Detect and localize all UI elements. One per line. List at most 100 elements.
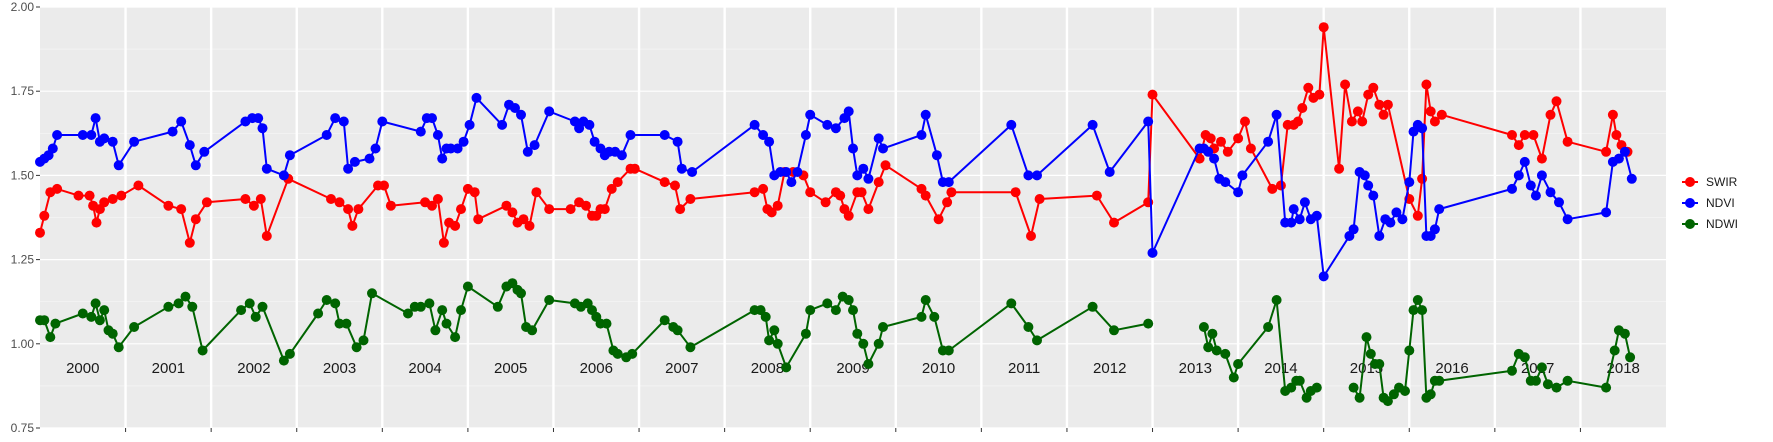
point-ndvi (1220, 177, 1231, 188)
point-swir (1147, 89, 1158, 100)
point-ndwi (1417, 305, 1428, 316)
point-ndvi (377, 116, 388, 127)
point-ndwi (627, 348, 638, 359)
point-ndvi (77, 130, 88, 140)
point-ndvi (497, 119, 508, 130)
point-ndvi (99, 133, 110, 144)
point-ndwi (920, 295, 931, 305)
point-swir (933, 214, 944, 225)
point-swir (1374, 99, 1385, 110)
point-swir (1519, 130, 1530, 140)
point-ndvi (86, 130, 97, 140)
year-label-2018: 2018 (1607, 360, 1640, 377)
point-ndvi (176, 116, 187, 127)
point-ndvi (1513, 170, 1524, 181)
year-label-2006: 2006 (580, 360, 613, 377)
legend-label: NDVI (1706, 196, 1735, 210)
point-ndvi (284, 150, 295, 161)
point-ndvi (931, 150, 942, 161)
point-swir (544, 204, 555, 215)
year-labels: 2000 2001 2002 2003 2004 2005 2006 2007 2008 2009… (66, 360, 1640, 377)
point-ndvi (343, 163, 354, 174)
point-swir (1425, 106, 1436, 117)
point-ndvi (516, 109, 526, 120)
point-swir (190, 214, 201, 225)
point-ndvi (427, 113, 437, 124)
point-ndwi (1087, 301, 1098, 312)
point-swir (73, 190, 84, 201)
point-ndwi (330, 298, 341, 309)
point-ndvi (257, 123, 268, 134)
point-swir (1275, 180, 1286, 191)
point-ndwi (863, 359, 874, 369)
point-ndvi (1032, 170, 1042, 181)
point-ndvi (452, 143, 463, 154)
point-swir (456, 204, 466, 215)
point-ndwi (50, 318, 61, 329)
point-ndvi (920, 109, 931, 120)
point-ndwi (516, 288, 526, 299)
point-ndwi (1006, 298, 1017, 309)
point-ndwi (1233, 359, 1244, 369)
point-swir (606, 183, 617, 194)
point-ndvi (1147, 247, 1158, 258)
point-swir (1528, 130, 1539, 140)
point-ndwi (1143, 318, 1154, 329)
point-ndvi (676, 163, 687, 174)
point-ndwi (1374, 359, 1385, 369)
point-ndvi (261, 163, 272, 174)
point-ndvi (1417, 123, 1428, 134)
point-ndwi (1625, 352, 1636, 363)
point-ndvi (764, 136, 775, 147)
point-swir (1240, 116, 1250, 127)
point-swir (863, 204, 874, 215)
point-ndwi (781, 362, 792, 373)
point-swir (758, 183, 769, 194)
point-ndvi (800, 130, 811, 140)
point-swir (353, 204, 364, 215)
x-axis (125, 428, 1581, 432)
point-ndvi (432, 130, 443, 140)
point-ndwi (1382, 396, 1393, 407)
point-ndvi (330, 113, 341, 124)
point-ndvi (129, 136, 140, 147)
point-ndwi (107, 328, 118, 339)
point-ndwi (1404, 345, 1415, 356)
point-ndvi (544, 106, 555, 117)
point-swir (176, 204, 187, 215)
point-swir (942, 197, 953, 208)
point-swir (1034, 194, 1045, 204)
point-swir (843, 210, 854, 221)
point-ndvi (1023, 170, 1034, 181)
point-ndvi (47, 143, 58, 154)
point-ndvi (1385, 217, 1396, 228)
point-ndwi (492, 301, 503, 312)
legend-key-point (1685, 177, 1695, 187)
year-separators (124, 7, 1582, 428)
point-swir (1245, 143, 1256, 154)
point-ndwi (99, 305, 110, 316)
point-swir (1205, 133, 1216, 144)
point-ndwi (250, 311, 261, 322)
point-swir (820, 197, 831, 208)
y-tick-label: 2.00 (11, 0, 35, 14)
point-swir (1551, 96, 1562, 107)
point-ndwi (163, 301, 174, 312)
point-ndwi (313, 308, 324, 319)
point-ndvi (107, 136, 118, 147)
point-ndwi (527, 325, 538, 336)
point-ndvi (458, 136, 469, 147)
point-swir (856, 187, 867, 198)
point-ndwi (1228, 372, 1239, 383)
point-swir (39, 210, 50, 221)
point-ndvi (830, 123, 841, 134)
point-ndwi (1412, 295, 1423, 305)
point-swir (1303, 82, 1314, 93)
point-ndwi (1551, 382, 1562, 393)
point-swir (1368, 82, 1379, 93)
point-ndwi (278, 355, 289, 366)
point-ndvi (858, 163, 869, 174)
point-swir (1545, 109, 1556, 120)
point-ndvi (1348, 224, 1359, 235)
year-label-2011: 2011 (1008, 360, 1040, 377)
